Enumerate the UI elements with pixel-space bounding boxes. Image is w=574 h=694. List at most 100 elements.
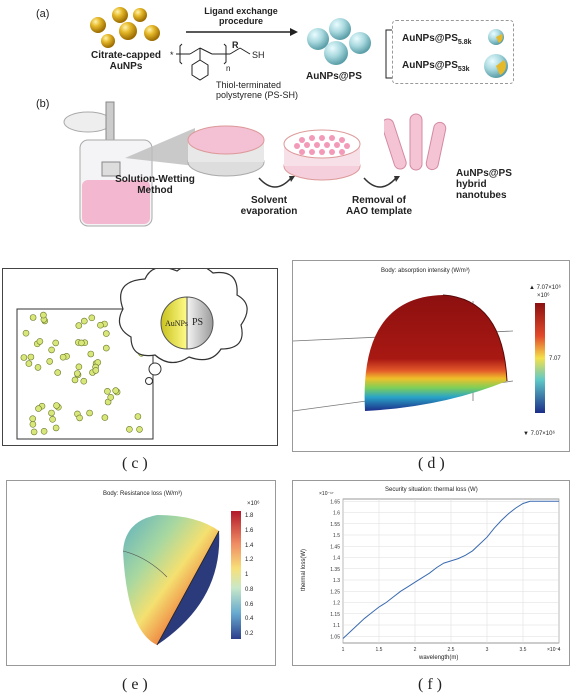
y-tick-label: 1.2 xyxy=(333,601,340,607)
panel-f-ylabel: thermal loss(W) xyxy=(301,548,308,592)
nanoparticle-dot xyxy=(48,409,55,417)
curved-arrow-2 xyxy=(363,176,400,188)
panel-f: 1.05 1.1 1.15 1.2 1.25 1.3 1.35 1.4 1.45 1.5 1.55 1… xyxy=(292,480,570,666)
polystyrene-structure xyxy=(176,43,251,81)
nanoparticle-dot xyxy=(36,338,44,345)
thiol-label: Thiol-terminated polystyrene (PS-SH) xyxy=(216,80,298,100)
nanoparticle-dot xyxy=(81,317,88,325)
nanoparticle-dot xyxy=(97,321,104,329)
nanoparticle-dot xyxy=(75,363,83,371)
nanoparticle-dot xyxy=(40,311,47,319)
zoom-cone xyxy=(125,128,195,166)
aunps-ps-label: AuNPs@PS xyxy=(306,71,362,82)
nanoparticle-dot xyxy=(92,367,100,374)
thiol-label-line2: polystyrene (PS-SH) xyxy=(216,90,299,100)
colorbar-tick-label: 1 xyxy=(245,572,249,578)
curved-arrow-1 xyxy=(258,176,295,188)
panel-c-drawing xyxy=(16,263,248,440)
panel-f-y-scale: ×10⁻¹⁷ xyxy=(319,491,334,497)
hybrid-label-line3: nanotubes xyxy=(456,190,507,201)
panel-e-title: Body: Resistance loss (W/m³) xyxy=(103,491,183,497)
solution-wetting-label: Solution-Wetting Method xyxy=(110,174,200,196)
nanoparticle-dot xyxy=(29,421,37,428)
nanoparticle-dot xyxy=(71,376,79,384)
nanoparticle-dot xyxy=(35,405,42,412)
y-tick-label: 1.5 xyxy=(333,533,340,539)
small-core-shell-icon xyxy=(488,29,504,45)
nanoparticle-dot xyxy=(126,426,133,433)
label-e: ( e ) xyxy=(122,676,148,693)
nanoparticle-dot xyxy=(52,424,60,432)
y-tick-label: 1.4 xyxy=(333,556,340,562)
y-tick-label: 1.1 xyxy=(333,623,340,629)
panel-d-max: ▲ 7.07×10⁶ xyxy=(529,285,561,291)
nanoparticle-dot xyxy=(78,339,85,347)
thiol-label-line1: Thiol-terminated xyxy=(216,80,282,90)
label-c: ( c ) xyxy=(122,455,148,472)
nanoparticle-dot xyxy=(74,370,81,377)
y-tick-label: 1.15 xyxy=(330,612,340,618)
x-tick-label: 2 xyxy=(414,647,417,653)
polymer-star: * xyxy=(170,50,174,60)
panel-e-drawing xyxy=(122,511,241,646)
y-tick-label: 1.55 xyxy=(330,522,340,528)
variant-5-8k-base: AuNPs@PS xyxy=(402,33,458,44)
variant-53k-sub: 53k xyxy=(457,66,470,73)
ligand-label-line1: Ligand exchange xyxy=(204,6,278,16)
label-f: ( f ) xyxy=(418,676,442,693)
nanoparticle-dot xyxy=(40,428,48,435)
nanoparticle-dot xyxy=(101,414,109,421)
y-tick-label: 1.45 xyxy=(330,544,340,550)
thermal-loss-line xyxy=(342,500,559,639)
label-b: (b) xyxy=(36,98,50,110)
solution-jar xyxy=(63,101,153,227)
nanoparticle-dot xyxy=(34,364,42,371)
nanoparticle-dot xyxy=(87,350,95,358)
nanoparticle-dot xyxy=(59,353,67,361)
nanoparticle-dot xyxy=(46,358,54,365)
colorbar-tick-label: 0.6 xyxy=(245,601,254,608)
nanoparticle-dot xyxy=(22,329,30,337)
nanoparticle-dot xyxy=(29,415,37,422)
citrate-aunps-cluster xyxy=(90,7,160,48)
x-tick-label: 4 xyxy=(558,647,561,653)
hybrid-nanotubes-label: AuNPs@PS hybrid nanotubes xyxy=(456,168,512,201)
nanoparticle-dot xyxy=(134,413,142,420)
variant-53k: AuNPs@PS53k xyxy=(402,60,470,73)
panel-d-drawing xyxy=(292,294,545,413)
nanoparticle-dot xyxy=(112,387,119,394)
y-tick-label: 1.25 xyxy=(330,589,340,595)
solvent-label-line1: Solvent xyxy=(250,195,288,206)
nanoparticle-dot xyxy=(103,330,110,337)
nanoparticle-dot xyxy=(27,353,35,361)
nanoparticle-dot xyxy=(104,388,111,395)
y-tick-label: 1.05 xyxy=(330,634,340,640)
ligand-label-line2: procedure xyxy=(218,16,263,26)
panel-f-xlabel: wavelength(m) xyxy=(419,655,459,661)
nanoparticle-dot xyxy=(86,409,93,417)
nanoparticle-dot xyxy=(20,354,28,361)
thermal-loss-chart: 1.05 1.1 1.15 1.2 1.25 1.3 1.35 1.4 1.45 1.5 1.55 1… xyxy=(330,498,561,653)
colorbar-tick-label: 0.2 xyxy=(245,631,254,637)
core-text: AuNPs xyxy=(165,319,189,328)
panel-d-mid: 7.07 xyxy=(549,356,561,362)
x-tick-label: 1 xyxy=(342,647,345,653)
removal-aao-label: Removal of AAO template xyxy=(334,195,424,217)
colorbar-tick-label: 1.2 xyxy=(245,557,254,564)
variant-5-8k-sub: 5.8k xyxy=(457,39,472,46)
panel-e: Body: Resistance loss (W/m³) ×10⁶ 1.8 1.6… xyxy=(6,480,276,666)
nanoparticle-dot xyxy=(49,416,56,423)
citrate-label: Citrate-capped AuNPs xyxy=(86,50,166,72)
panel-d-min: ▼ 7.07×10⁶ xyxy=(523,431,555,437)
colorbar-tick-label: 1.8 xyxy=(245,513,254,519)
panel-e-scale: ×10⁶ xyxy=(247,501,260,507)
citrate-label-line2: AuNPs xyxy=(109,61,143,72)
polymer-n: n xyxy=(226,64,231,73)
nanoparticle-dot xyxy=(30,428,38,436)
y-tick-label: 1.3 xyxy=(333,578,340,584)
citrate-label-line1: Citrate-capped xyxy=(90,50,161,61)
ligand-arrow-icon xyxy=(186,28,298,36)
y-tick-label: 1.35 xyxy=(330,567,340,573)
x-tick-label: 3 xyxy=(486,647,489,653)
panel-d-title: Body: absorption intensity (W/m³) xyxy=(381,268,470,274)
